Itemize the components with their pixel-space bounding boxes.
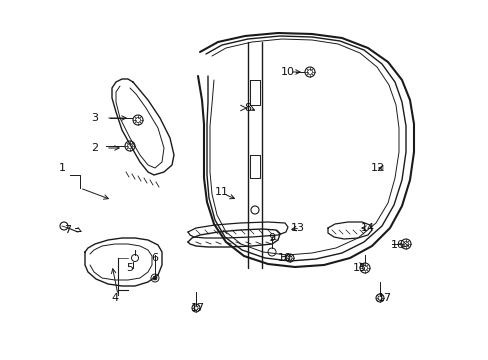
Text: 5: 5 [126,263,133,273]
Text: 10: 10 [278,253,291,263]
Text: 10: 10 [281,67,294,77]
Circle shape [153,276,157,280]
Text: 15: 15 [352,263,366,273]
Text: 13: 13 [290,223,305,233]
Text: 8: 8 [244,103,251,113]
Text: 1: 1 [59,163,65,173]
Text: 3: 3 [91,113,98,123]
Text: 12: 12 [370,163,384,173]
Text: 9: 9 [268,233,275,243]
Text: 2: 2 [91,143,99,153]
Text: 16: 16 [390,240,404,250]
Text: 17: 17 [377,293,391,303]
Text: 4: 4 [111,293,118,303]
Text: 7: 7 [64,225,71,235]
Text: 6: 6 [151,253,158,263]
Text: 11: 11 [215,187,228,197]
Text: 14: 14 [360,223,374,233]
Text: 17: 17 [190,303,204,313]
